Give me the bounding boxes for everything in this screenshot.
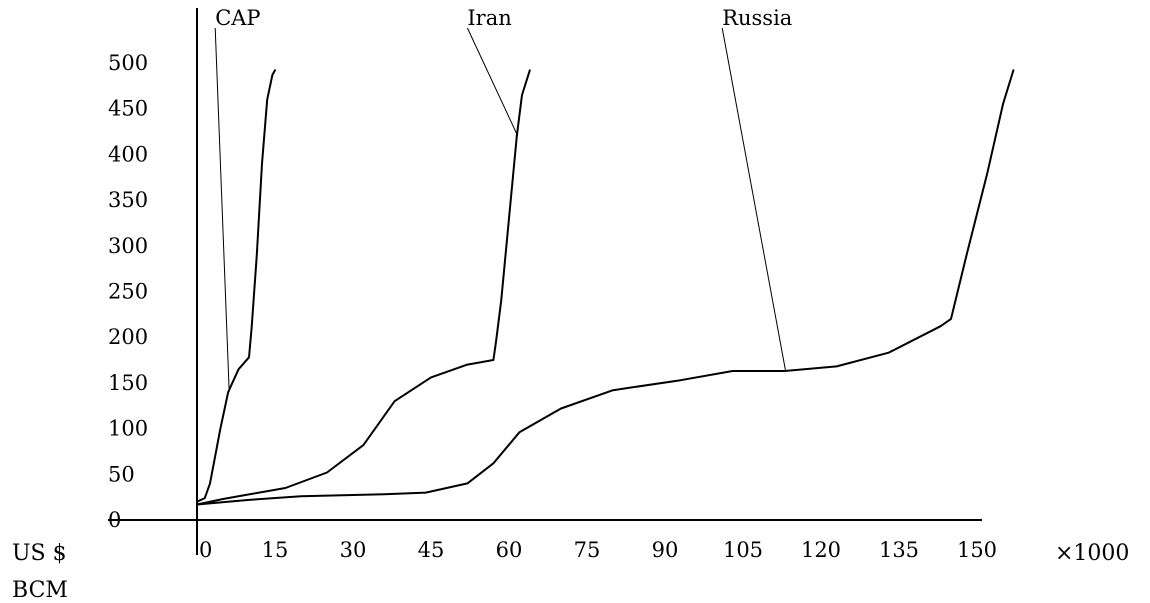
series-line-russia <box>196 69 1015 506</box>
series-lines <box>196 69 1015 506</box>
y-tick-label: 100 <box>108 417 148 441</box>
series-labels: CAP Iran Russia <box>214 6 792 393</box>
x-multiplier-label: ×1000 <box>1055 541 1129 566</box>
y-tick-label: 450 <box>108 97 148 121</box>
x-unit-label: US $ <box>12 541 67 566</box>
x-tick-label: 90 <box>652 538 679 562</box>
x-tick-label: 135 <box>879 538 919 562</box>
y-tick-label: 250 <box>108 280 148 304</box>
series-label-iran: Iran <box>467 6 511 30</box>
y-tick-label: 200 <box>108 325 148 349</box>
leader-line-russia <box>721 27 787 372</box>
y-tick-label: 400 <box>108 142 148 166</box>
x-tick-label: 150 <box>957 538 997 562</box>
x-tick-label: 105 <box>723 538 763 562</box>
x-tick-label: 0 <box>199 538 212 562</box>
y-tick-label: 300 <box>108 234 148 258</box>
x-tick-label: 15 <box>262 538 289 562</box>
x-tick-label: 120 <box>801 538 841 562</box>
series-line-iran <box>196 69 531 506</box>
y-tick-label: 150 <box>108 371 148 395</box>
y-tick-label: 0 <box>108 508 121 532</box>
x-tick-label: 75 <box>574 538 601 562</box>
x-tick-label: 60 <box>496 538 523 562</box>
series-label-cap: CAP <box>215 6 260 30</box>
x-tick-labels: 0 15 30 45 60 75 90 105 120 135 150 <box>199 538 997 562</box>
series-line-cap <box>196 69 276 503</box>
x-tick-label: 45 <box>418 538 445 562</box>
y-tick-labels: 0 50 100 150 200 250 300 350 400 450 500 <box>108 51 148 532</box>
y-tick-label: 350 <box>108 188 148 212</box>
y-tick-label: 50 <box>108 462 135 486</box>
x-tick-label: 30 <box>340 538 367 562</box>
y-unit-label: BCM <box>12 578 68 603</box>
y-tick-label: 500 <box>108 51 148 75</box>
leader-line-iran <box>466 27 519 137</box>
series-label-russia: Russia <box>722 6 792 30</box>
leader-line-cap <box>214 27 230 393</box>
